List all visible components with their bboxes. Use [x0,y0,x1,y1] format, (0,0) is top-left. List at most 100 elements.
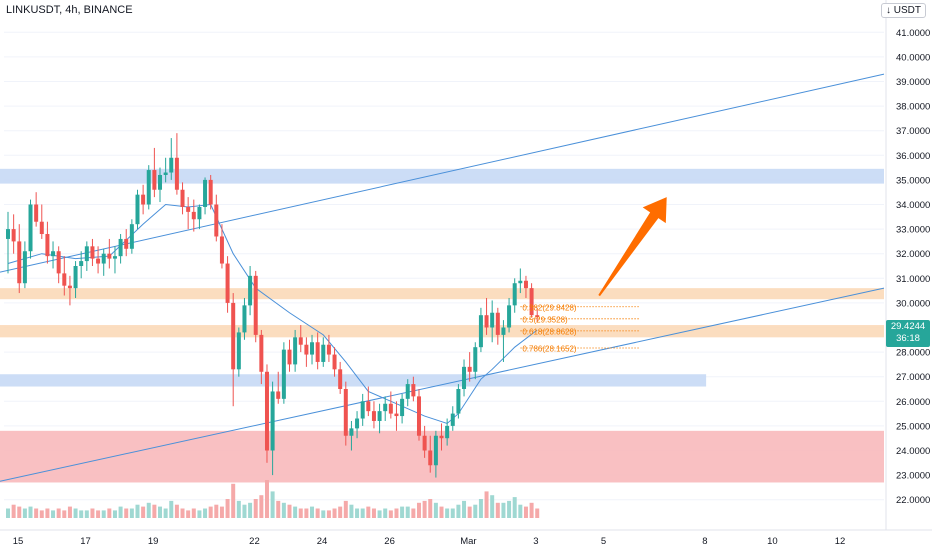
volume-bar [135,504,140,518]
y-tick-label: 22.0000 [896,495,930,506]
time-axis[interactable]: 151719222426Mar358101215 [0,529,932,547]
volume-bar [242,504,247,518]
y-tick-label: 38.0000 [896,102,930,113]
candle-body [45,234,50,257]
candle-body [518,280,523,284]
volume-bar [219,506,224,518]
candle-body [304,344,309,355]
symbol-title: LINKUSDT, 4h, BINANCE [6,4,133,16]
volume-bar [450,508,455,518]
candle-body [231,302,236,370]
candle-body [501,327,506,335]
volume-bar [79,510,84,518]
volume-bar [422,500,427,518]
volume-bar [355,508,360,518]
x-tick-label: 24 [317,536,328,547]
volume-bar [22,508,27,518]
fib-retracement[interactable]: 0.382(29.8428) 0.5(29.3528) 0.618(28.8628)… [520,303,640,354]
candle-body [523,280,528,289]
trendlines[interactable] [0,73,885,482]
volume-bar [433,502,438,518]
volume-bar [158,506,163,518]
volume-bar [501,502,506,518]
fib-label: 0.382(29.8428) [522,303,577,312]
y-tick-label: 33.0000 [896,225,930,236]
candle-body [416,396,421,436]
last-price-label: 29.4244 36:18 [886,320,930,347]
zone-support-orange [0,325,884,338]
candle-body [287,349,292,365]
volume-bar [518,504,523,518]
volume-bar [124,508,129,518]
volume-bar [405,506,410,518]
candle-body [383,403,388,412]
price-axis[interactable]: 22.0000 23.0000 24.0000 25.0000 26.0000 27.00… [885,0,930,530]
x-tick-label: 15 [13,536,24,547]
projection-arrow-shape [598,197,667,297]
candle-body [507,305,512,328]
candle-body [225,263,230,303]
volume-bar [225,499,230,518]
volume-bar [163,508,168,518]
volume-bar [383,508,388,518]
volume-bar [467,506,472,518]
candle-body [141,194,146,205]
candle-body [163,172,168,175]
volume-bar [445,508,450,518]
volume-bar [507,500,512,518]
y-tick-label: 27.0000 [896,372,930,383]
y-tick-label: 40.0000 [896,52,930,63]
candle-body [242,305,247,333]
candle-body [22,251,27,284]
volume-bar [101,510,106,518]
candle-body [332,354,337,370]
projection-arrow[interactable] [598,197,667,297]
x-tick-label: 5 [601,536,606,547]
candle-body [90,246,95,259]
volume-bar [529,502,534,518]
volume-bar [371,508,376,518]
fib-label: 0.618(28.8628) [522,327,577,336]
candle-body [135,194,140,225]
candle-body [411,384,416,397]
fib-label: 0.5(29.3528) [522,315,568,324]
volume-bar [45,508,50,518]
volume-bar [180,508,185,518]
y-tick-label: 28.0000 [896,348,930,359]
candle-body [315,342,320,362]
zone-demand-blue [0,374,707,387]
zone-resistance-orange [0,288,884,300]
volume-bar [6,508,10,518]
y-tick-label: 23.0000 [896,471,930,482]
candle-body [236,332,241,370]
currency-selector[interactable]: ↓ USDT [881,3,926,18]
candle-body [321,344,326,362]
x-tick-label: 8 [702,536,707,547]
volume-bar [28,506,33,518]
volume-bar [287,504,292,518]
trendline [0,73,885,273]
candle-body [293,337,298,365]
candle-body [439,435,444,439]
volume-bar [332,508,337,518]
volume-bar [248,502,253,518]
volume-bar [129,508,134,518]
candle-body [445,425,450,439]
volume-bar [276,500,281,518]
candle-body [17,241,22,284]
y-tick-label: 32.0000 [896,249,930,260]
volume-bars [6,480,540,518]
volume-bar [321,510,326,518]
volume-bar [478,499,483,518]
volume-bar [96,510,101,518]
volume-bar [152,504,157,518]
volume-bar [197,510,202,518]
volume-bar [304,508,309,518]
volume-bar [428,499,433,518]
volume-bar [462,500,467,518]
volume-bar [169,500,174,518]
candle-body [405,384,410,399]
y-tick-label: 30.0000 [896,298,930,309]
volume-bar [141,506,146,518]
